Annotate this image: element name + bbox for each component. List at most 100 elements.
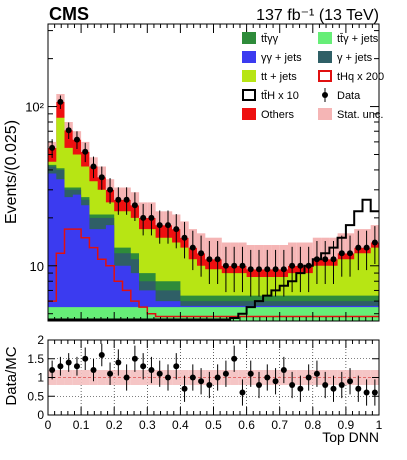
- data-point: [82, 148, 89, 155]
- data-point: [239, 262, 246, 269]
- legend-label: tt̄γγ: [261, 33, 279, 45]
- data-point: [74, 136, 80, 143]
- data-point: [165, 222, 171, 229]
- data-point: [148, 214, 155, 221]
- ratio-point: [256, 382, 263, 388]
- data-points: [49, 95, 378, 297]
- ratio-band-bin: [362, 370, 371, 385]
- data-point: [206, 256, 213, 263]
- ratio-point: [231, 355, 238, 362]
- main-y-tick-label: 10²: [25, 100, 44, 115]
- legend-label: γγ + jets: [261, 52, 302, 64]
- legend-item-gjets: γ + jets: [318, 51, 373, 64]
- legend-item-ttjets: tt + jets: [242, 70, 297, 83]
- legend-label: Stat. unc.: [337, 109, 383, 121]
- ratio-y-tick-label: 2: [37, 333, 44, 347]
- x-tick-label: 0: [45, 418, 52, 432]
- data-point: [297, 262, 304, 269]
- legend-item-ttgg: tt̄γγ: [242, 32, 279, 45]
- ratio-point: [363, 389, 370, 396]
- x-tick-label: 0.2: [106, 418, 123, 432]
- data-point: [305, 262, 312, 269]
- ratio-band-bin: [238, 370, 247, 385]
- data-point: [107, 186, 114, 193]
- data-point: [363, 244, 370, 251]
- x-tick-label: 0.6: [238, 418, 255, 432]
- x-axis-label: Top DNN: [322, 429, 379, 445]
- ratio-point: [280, 367, 287, 373]
- data-point: [65, 127, 72, 134]
- ratio-point: [148, 367, 155, 373]
- legend-swatch: [318, 32, 332, 44]
- x-tick-label: 0.4: [172, 418, 189, 432]
- ratio-point: [189, 374, 196, 381]
- ratio-point: [98, 352, 105, 358]
- ratio-point: [338, 382, 345, 388]
- ratio-plot: 0 0.5 1 1.5 2 0 0.1 0.2 0.3 0.4 0.5 0.6 0.7 0.8 0.9 1 D…: [3, 333, 383, 445]
- x-tick-label: 1: [376, 418, 383, 432]
- ratio-point: [123, 374, 130, 381]
- ratio-point: [107, 370, 114, 377]
- data-point: [57, 98, 64, 105]
- legend-swatch: [318, 70, 332, 82]
- ratio-y-tick-label: 0.5: [27, 389, 44, 403]
- ratio-point: [289, 382, 296, 388]
- x-tick-label: 0.8: [304, 418, 321, 432]
- x-tick-label: 0.3: [139, 418, 156, 432]
- legend-label: γ + jets: [337, 52, 373, 64]
- ratio-point: [73, 363, 80, 370]
- legend-item-tth: tt̄H x 10: [242, 89, 299, 102]
- ratio-point: [322, 382, 329, 388]
- data-point: [280, 266, 287, 273]
- data-point: [123, 196, 130, 203]
- ratio-y-tick-label: 1: [37, 371, 44, 385]
- legend-label: tt̄H x 10: [261, 90, 299, 102]
- ratio-point: [330, 385, 337, 392]
- ratio-point: [181, 385, 188, 392]
- legend-label: Data: [337, 90, 361, 102]
- data-point: [156, 222, 163, 229]
- ratio-point: [90, 367, 97, 373]
- signal-lines: [48, 198, 379, 321]
- legend-swatch: [242, 89, 256, 101]
- legend-item-others: Others: [242, 108, 295, 121]
- ratio-point: [305, 374, 312, 381]
- data-point: [222, 262, 229, 269]
- data-point: [313, 256, 320, 263]
- legend-swatch: [242, 108, 256, 120]
- legend-label: Others: [261, 109, 295, 121]
- ratio-point: [131, 355, 138, 362]
- ratio-point: [49, 367, 56, 373]
- ratio-point: [140, 363, 147, 370]
- ratio-point: [313, 370, 320, 377]
- data-point: [355, 244, 362, 251]
- data-point: [330, 256, 337, 263]
- ratio-point: [82, 355, 89, 362]
- stack-ggjets: [48, 173, 379, 321]
- data-point: [140, 214, 147, 221]
- ratio-point: [214, 374, 221, 381]
- ratio-point: [297, 385, 304, 392]
- ratio-point: [222, 370, 229, 377]
- ratio-band-bin: [97, 370, 106, 385]
- data-point: [90, 163, 97, 170]
- data-point: [272, 266, 279, 273]
- legend-item-stat: Stat. unc.: [318, 108, 383, 121]
- ratio-y-tick-label: 1.5: [27, 352, 44, 366]
- data-point: [173, 226, 180, 233]
- ratio-band-bin: [72, 370, 82, 385]
- data-point: [131, 202, 138, 209]
- ratio-points: [49, 343, 378, 406]
- ratio-point: [173, 363, 180, 370]
- legend-label: tt̄γ + jets: [337, 33, 379, 45]
- data-point: [198, 250, 205, 257]
- data-point: [256, 266, 262, 273]
- x-tick-label: 0.5: [205, 418, 222, 432]
- data-point: [231, 262, 238, 269]
- legend-item-ttgjets: tt̄γ + jets: [318, 32, 379, 45]
- main-y-tick-label: 10: [30, 259, 44, 274]
- data-point: [371, 239, 378, 246]
- legend-swatch: [242, 70, 256, 82]
- data-point: [115, 196, 122, 203]
- ratio-point: [247, 370, 254, 377]
